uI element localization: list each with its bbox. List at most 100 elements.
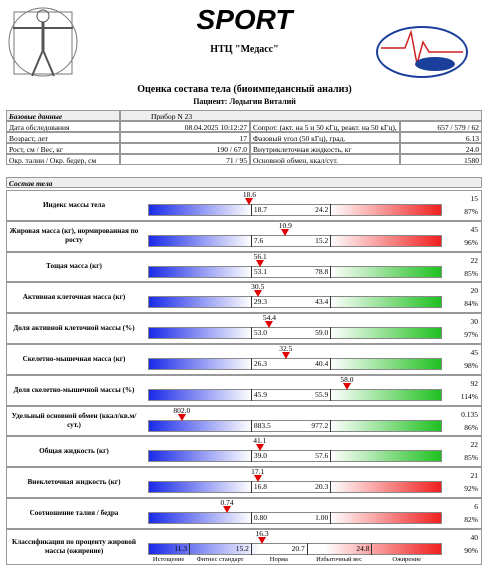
high-tick [330,388,332,401]
row-box [6,313,482,344]
low-tick [250,419,252,432]
high-tick [330,481,332,494]
low-label: 0.80 [253,513,268,522]
low-label: 39.0 [253,451,268,461]
low-label: 26.3 [253,359,268,368]
high-label: 57.6 [315,451,329,461]
low-label: 7.6 [253,235,264,245]
threshold-label: 11.3 [174,543,188,553]
right-bottom: 86% [464,422,478,432]
high-tick [330,327,332,340]
low-label: 53.0 [253,328,268,338]
value-label: 0.74 [220,498,234,507]
right-bottom: 82% [464,515,478,524]
scale-bar [148,327,442,340]
threshold-label: 24.8 [356,543,370,553]
row-label: Соотношение талия / бедра [29,508,119,517]
high-label: 43.4 [315,297,329,307]
right-top: 22 [470,440,479,450]
right-top: 22 [470,255,479,265]
low-tick [250,388,252,401]
value-marker [265,321,274,329]
threshold-label: 20.7 [291,543,305,553]
row-label: Тощая масса (кг) [46,262,102,271]
value-marker [281,228,290,236]
row-label: Индекс массы тела [42,200,106,209]
row-label: Доля активной клеточной массы (%) [13,324,135,333]
class-label: Фитнес стандарт [196,555,244,563]
high-tick [330,204,332,216]
low-tick [250,481,252,494]
value-label: 41.1 [253,436,267,446]
row-box [6,190,482,221]
value-marker [245,198,254,205]
high-label: 59.0 [315,328,329,338]
row-label: Жировая масса (кг), нормированная по рос… [9,227,139,245]
row-box [6,344,482,375]
table-cell: Дата обследования [6,121,120,132]
right-bottom: 98% [464,361,478,370]
low-label: 29.3 [253,297,268,307]
low-label: 16.8 [253,482,268,492]
value-label: 32.5 [279,344,293,353]
value-label: 16.3 [255,528,269,538]
high-label: 20.3 [315,482,329,492]
value-marker [253,475,262,483]
low-label: 53.1 [253,266,268,276]
right-bottom: 87% [464,207,478,216]
class-label: Избыточный вес [316,555,363,563]
row-label: Внеклеточная жидкость (кг) [27,478,121,487]
value-marker [255,444,264,452]
right-top: 45 [470,224,479,234]
value-label: 10.9 [278,220,292,230]
row-box [6,282,482,314]
value-marker [253,290,262,298]
row-label: Скелетно-мышечная масса (кг) [22,354,126,363]
table-cell: Фазовый угол (50 кГц), град. [250,132,400,143]
high-tick [330,450,332,463]
value-marker [342,382,351,390]
threshold-label: 15.2 [235,543,249,553]
class-label: Ожирение [392,555,422,563]
low-label: 18.7 [253,205,268,214]
scale-bar [148,450,442,463]
row-box [6,374,482,406]
high-tick [330,265,332,278]
high-label: 55.9 [315,389,329,399]
value-marker [281,352,290,359]
row-label: Классификация по проценту жировой массы … [12,537,136,555]
company: НТЦ "Медасс" [210,44,279,55]
low-tick [250,327,252,340]
table-cell: Окр. талии / Окр. бедер, см [6,154,120,165]
section-title: Состав тела [6,177,482,188]
scale-bar [148,234,442,247]
scale-bar [148,388,442,401]
high-tick [330,234,332,247]
right-bottom: 114% [460,391,478,401]
low-tick [250,358,252,370]
vitruvian-logo [8,7,78,77]
table-cell: 08.04.2025 10:12:27 [120,121,250,132]
scale-bar [148,265,442,278]
row-label: Удельный основной обмен (ккал/кв.м/сут.) [11,411,137,429]
low-tick [250,204,252,216]
right-bottom: 92% [464,484,478,494]
low-tick [250,296,252,309]
threshold-tick [306,542,308,555]
low-tick [250,265,252,278]
threshold-tick [371,542,373,555]
row-box [6,405,482,437]
table-cell: Внутриклеточная жидкость, кг [250,143,400,154]
low-tick [250,512,252,524]
high-label: 40.4 [315,359,329,368]
low-tick [250,234,252,247]
high-label: 977.2 [311,420,329,430]
right-bottom: 90% [464,545,478,555]
right-top: 30 [470,317,479,327]
right-bottom: 97% [464,330,478,340]
row-label: Доля скелетно-мышечной массы (%) [13,385,135,394]
table-cell: Сопрот. (акт. на 5 и 50 кГц, реакт. на 5… [250,121,400,132]
table-cell: Возраст, лет [6,132,120,143]
scale-bar [148,358,442,370]
